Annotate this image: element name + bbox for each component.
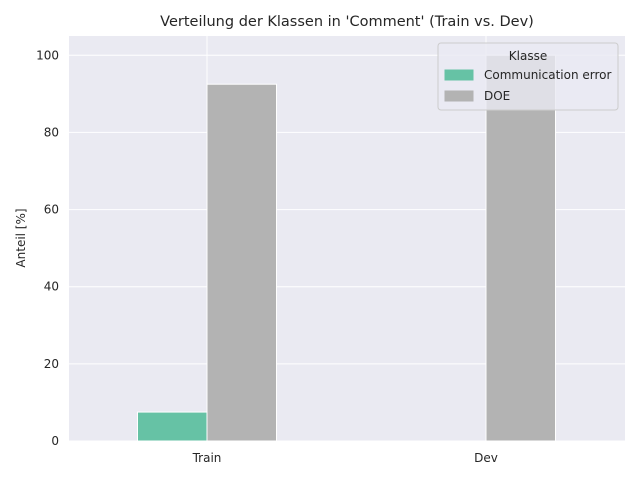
- legend-box: [437, 42, 619, 111]
- legend-label-communication-error: Communication error: [484, 68, 612, 82]
- x-axis-ticks: Train Dev: [192, 451, 498, 465]
- chart-title: Verteilung der Klassen in 'Comment' (Tra…: [160, 14, 534, 30]
- x-tick-label-dev: Dev: [474, 451, 498, 465]
- x-tick-label-train: Train: [192, 451, 222, 465]
- y-tick-label-20: 20: [44, 357, 59, 371]
- legend-swatch-doe: [444, 90, 474, 102]
- bar-communication-error-train: [137, 411, 208, 442]
- bar-doe-train: [206, 83, 277, 442]
- y-tick-label-100: 100: [36, 48, 59, 62]
- y-tick-label-40: 40: [44, 280, 59, 294]
- legend-swatch-communication-error: [444, 69, 474, 81]
- bar-doe-dev: [485, 54, 556, 442]
- y-axis-ticks: 0 20 40 60 80 100: [36, 48, 59, 448]
- y-tick-label-60: 60: [44, 203, 59, 217]
- y-axis-label: Anteil [%]: [14, 208, 28, 267]
- y-tick-label-80: 80: [44, 125, 59, 139]
- y-tick-label-0: 0: [51, 434, 59, 448]
- legend-title: Klasse: [509, 49, 547, 63]
- legend-label-doe: DOE: [484, 89, 510, 103]
- legend: Klasse Communication error DOE: [437, 42, 619, 111]
- bars: [137, 54, 556, 442]
